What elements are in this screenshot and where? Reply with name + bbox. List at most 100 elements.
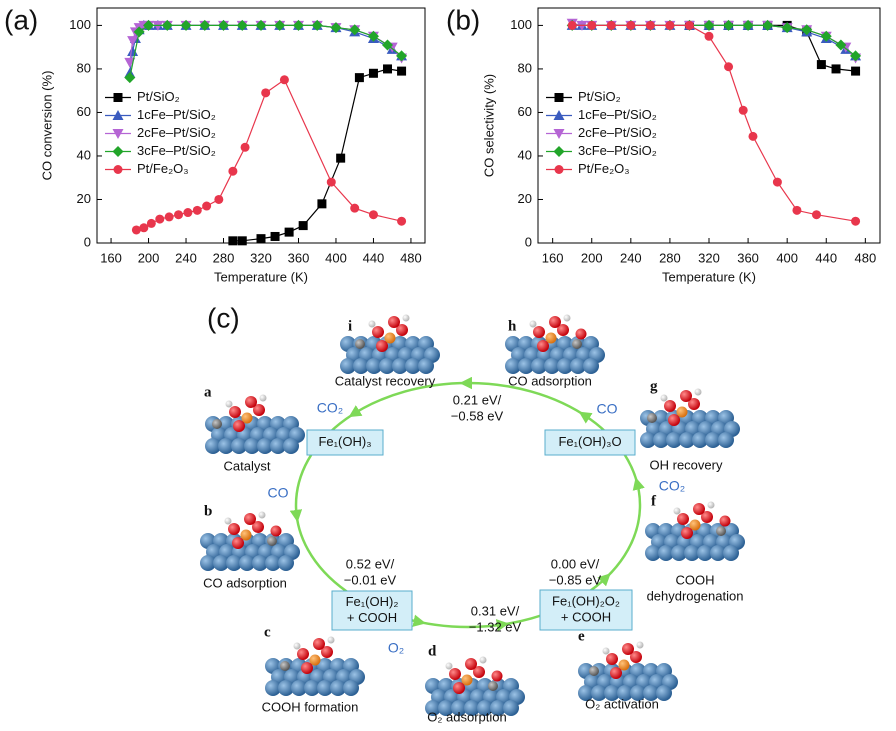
series-line — [129, 24, 402, 78]
marker — [143, 19, 155, 31]
legend-label: 3cFe–Pt/SiO₂ — [137, 143, 216, 158]
x-axis-title: Temperature (K) — [214, 269, 308, 284]
atom — [449, 668, 461, 680]
atom — [653, 432, 669, 448]
atom — [529, 320, 537, 328]
atom — [451, 700, 467, 716]
intermediate-label: Fe₁(OH)₂ — [346, 594, 399, 609]
marker — [397, 216, 407, 226]
intermediate-box — [331, 590, 413, 631]
atom — [694, 388, 702, 396]
marker — [748, 131, 758, 141]
atom — [477, 700, 493, 716]
atom — [518, 358, 534, 374]
y-axis-title: CO conversion (%) — [39, 71, 54, 181]
atom — [225, 400, 233, 408]
atom — [570, 358, 586, 374]
marker — [703, 19, 715, 31]
state-label: COOH — [676, 572, 715, 587]
atom — [676, 406, 688, 418]
atom — [503, 700, 519, 716]
x-tick-label: 320 — [250, 250, 272, 265]
x-tick-label: 480 — [400, 250, 422, 265]
state-label: O₂ activation — [585, 696, 659, 711]
atom-model — [425, 656, 525, 716]
atom — [664, 400, 676, 412]
y-tick-label: 0 — [525, 234, 532, 249]
atom — [549, 316, 561, 328]
atom — [293, 642, 301, 650]
atom — [479, 656, 487, 664]
state-letter: a — [204, 384, 212, 400]
atom — [575, 328, 587, 340]
atom — [707, 501, 715, 509]
series-line — [572, 24, 856, 57]
atom — [557, 358, 573, 374]
atom — [340, 358, 356, 374]
atom — [604, 685, 620, 701]
atom — [213, 555, 229, 571]
legend-marker — [554, 93, 564, 102]
atom — [270, 525, 282, 537]
atom — [343, 680, 359, 696]
atom — [464, 700, 480, 716]
legend-label: 1cFe–Pt/SiO₂ — [578, 107, 657, 122]
marker — [850, 50, 862, 62]
atom — [491, 670, 503, 682]
atom — [301, 662, 313, 674]
marker — [146, 218, 156, 228]
panel-label: (b) — [446, 4, 480, 35]
marker — [684, 20, 694, 30]
atom — [583, 358, 599, 374]
atom — [636, 641, 644, 649]
atom-model — [200, 511, 300, 571]
marker — [349, 24, 361, 36]
y-tick-label: 60 — [518, 104, 532, 119]
energy-label: −1.32 eV — [469, 619, 522, 634]
atom — [622, 643, 634, 655]
marker — [396, 50, 408, 62]
atom — [645, 545, 661, 561]
marker — [762, 19, 774, 31]
series-line — [129, 24, 403, 63]
y-tick-label: 40 — [77, 147, 91, 162]
atom — [388, 316, 400, 328]
atom — [321, 646, 333, 658]
atom — [224, 517, 232, 525]
atom — [252, 555, 268, 571]
x-tick-label: 200 — [581, 250, 603, 265]
atom — [372, 326, 384, 338]
atom — [280, 661, 290, 671]
atom — [453, 682, 465, 694]
energy-label: 0.00 eV/ — [551, 556, 600, 571]
atom — [355, 339, 365, 349]
atom — [425, 700, 441, 716]
atom — [267, 536, 277, 546]
atom — [618, 659, 630, 671]
atom — [317, 680, 333, 696]
marker — [180, 19, 192, 31]
x-tick-label: 480 — [854, 250, 876, 265]
marker — [831, 64, 841, 74]
atom — [297, 648, 309, 660]
marker — [236, 19, 248, 31]
marker — [704, 31, 714, 41]
atom — [557, 324, 569, 336]
marker — [606, 20, 616, 30]
atom — [304, 680, 320, 696]
marker — [311, 19, 323, 31]
atom — [379, 358, 395, 374]
intermediate-box — [544, 429, 636, 456]
intermediate-label: Fe₁(OH)₃ — [318, 434, 371, 449]
atom — [229, 406, 241, 418]
x-tick-label: 280 — [213, 250, 235, 265]
marker — [645, 20, 655, 30]
species-label: CO — [268, 485, 289, 501]
state-label: CO adsorption — [203, 575, 287, 590]
cycle-arrow — [632, 477, 645, 491]
marker — [326, 177, 336, 187]
marker — [801, 24, 813, 36]
legend-label: Pt/Fe₂O₃ — [578, 161, 630, 176]
marker — [368, 210, 378, 220]
x-tick-label: 240 — [620, 250, 642, 265]
